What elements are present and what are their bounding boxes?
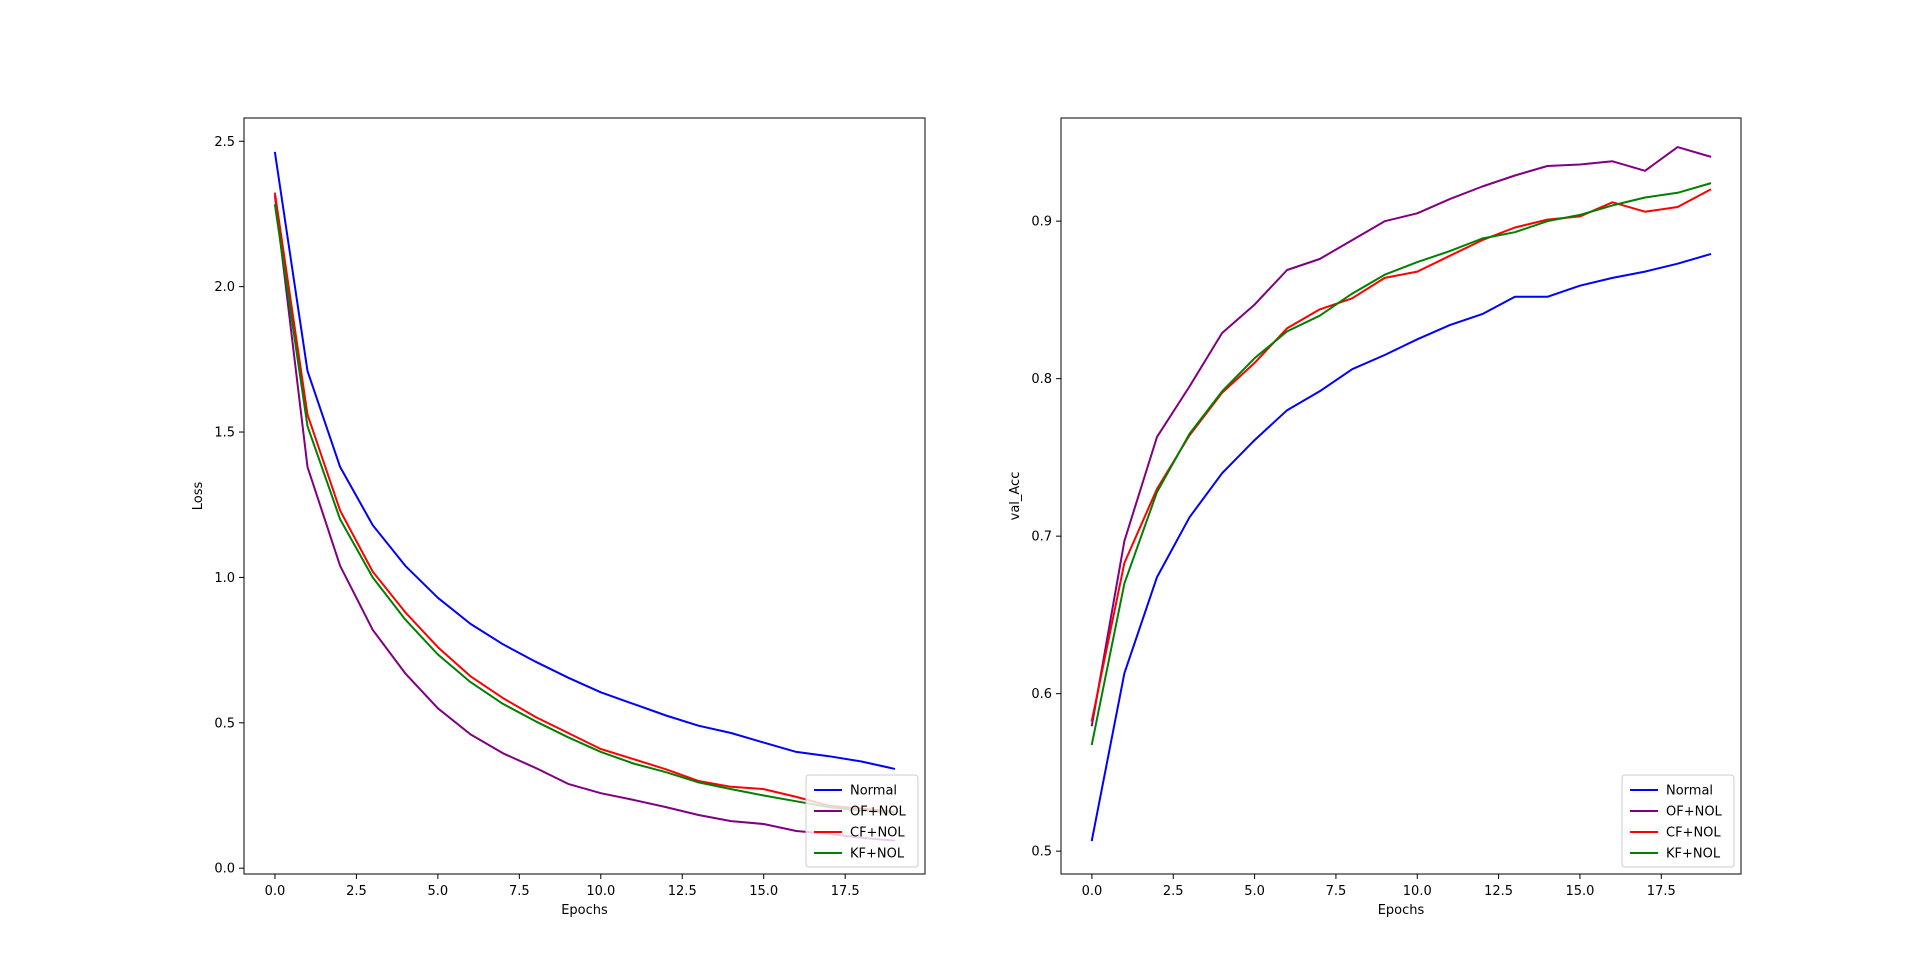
- val-acc-axes-frame: [1060, 117, 1742, 875]
- val-acc-y-tick-label: 0.6: [1031, 687, 1052, 702]
- loss-series-kf-nol-line: [273, 204, 896, 814]
- val-acc-y-tick-label: 0.9: [1031, 215, 1052, 230]
- val-acc-x-tick-label: 7.5: [1326, 884, 1347, 899]
- val-acc-y-tick-label: 0.8: [1031, 372, 1052, 387]
- loss-y-axis-label: Loss: [191, 482, 206, 511]
- loss-x-tick-label: 10.0: [586, 884, 615, 899]
- val-acc-series-kf-nol-line: [1090, 182, 1712, 746]
- loss-legend-box: [805, 774, 919, 868]
- val-acc-y-axis-label: val_Acc: [1008, 472, 1023, 521]
- val-acc-chart-panel: 0.0 2.5 5.0 7.5 10.0 12.5 15.0 17.5 0.5 0.6 0.7 0.8…: [1008, 117, 1742, 918]
- loss-y-tick-label: 0.0: [214, 862, 235, 877]
- loss-y-tick-label: 1.5: [214, 426, 235, 441]
- loss-legend-label: CF+NOL: [850, 826, 905, 841]
- loss-legend: Normal OF+NOL CF+NOL KF+NOL: [805, 774, 919, 868]
- loss-series-cf-nol-line: [273, 192, 896, 813]
- loss-series-of-nol-line: [273, 195, 896, 842]
- loss-axes-frame: [243, 117, 926, 875]
- loss-x-tick-label: 0.0: [265, 884, 286, 899]
- loss-y-tick-label: 2.5: [214, 135, 235, 150]
- loss-x-tick-label: 2.5: [346, 884, 367, 899]
- val-acc-x-tick-label: 15.0: [1565, 884, 1594, 899]
- loss-series-normal-line: [273, 151, 896, 770]
- loss-chart-panel: 0.0 2.5 5.0 7.5 10.0 12.5 15.0 17.5 0.0 0.5 1.0 1.5…: [191, 117, 926, 918]
- loss-x-tick-label: 17.5: [831, 884, 860, 899]
- val-acc-x-tick-label: 17.5: [1647, 884, 1676, 899]
- val-acc-x-tick-label: 12.5: [1484, 884, 1513, 899]
- val-acc-x-tick-label: 2.5: [1163, 884, 1184, 899]
- val-acc-x-tick-label: 10.0: [1403, 884, 1432, 899]
- val-acc-x-tick-label: 0.0: [1082, 884, 1103, 899]
- loss-legend-label: Normal: [850, 784, 897, 799]
- val-acc-legend-label: CF+NOL: [1666, 826, 1721, 841]
- loss-y-tick-label: 1.0: [214, 571, 235, 586]
- loss-y-tick-label: 0.5: [214, 716, 235, 731]
- val-acc-legend: Normal OF+NOL CF+NOL KF+NOL: [1621, 774, 1735, 868]
- val-acc-legend-box: [1621, 774, 1735, 868]
- loss-x-tick-label: 15.0: [749, 884, 778, 899]
- loss-x-axis-label: Epochs: [561, 903, 608, 918]
- val-acc-series-normal-line: [1090, 252, 1712, 842]
- loss-x-tick-label: 12.5: [668, 884, 697, 899]
- val-acc-legend-label: Normal: [1666, 784, 1713, 799]
- loss-legend-label: KF+NOL: [850, 847, 905, 862]
- val-acc-legend-label: KF+NOL: [1666, 847, 1721, 862]
- val-acc-x-axis-label: Epochs: [1378, 903, 1425, 918]
- loss-y-tick-label: 2.0: [214, 280, 235, 295]
- val-acc-y-tick-label: 0.5: [1031, 845, 1052, 860]
- val-acc-x-tick-label: 5.0: [1244, 884, 1265, 899]
- loss-x-tick-label: 5.0: [428, 884, 449, 899]
- loss-legend-label: OF+NOL: [850, 805, 907, 820]
- val-acc-series-of-nol-line: [1090, 146, 1712, 727]
- val-acc-y-tick-label: 0.7: [1031, 530, 1052, 545]
- loss-x-tick-label: 7.5: [509, 884, 530, 899]
- val-acc-legend-label: OF+NOL: [1666, 805, 1723, 820]
